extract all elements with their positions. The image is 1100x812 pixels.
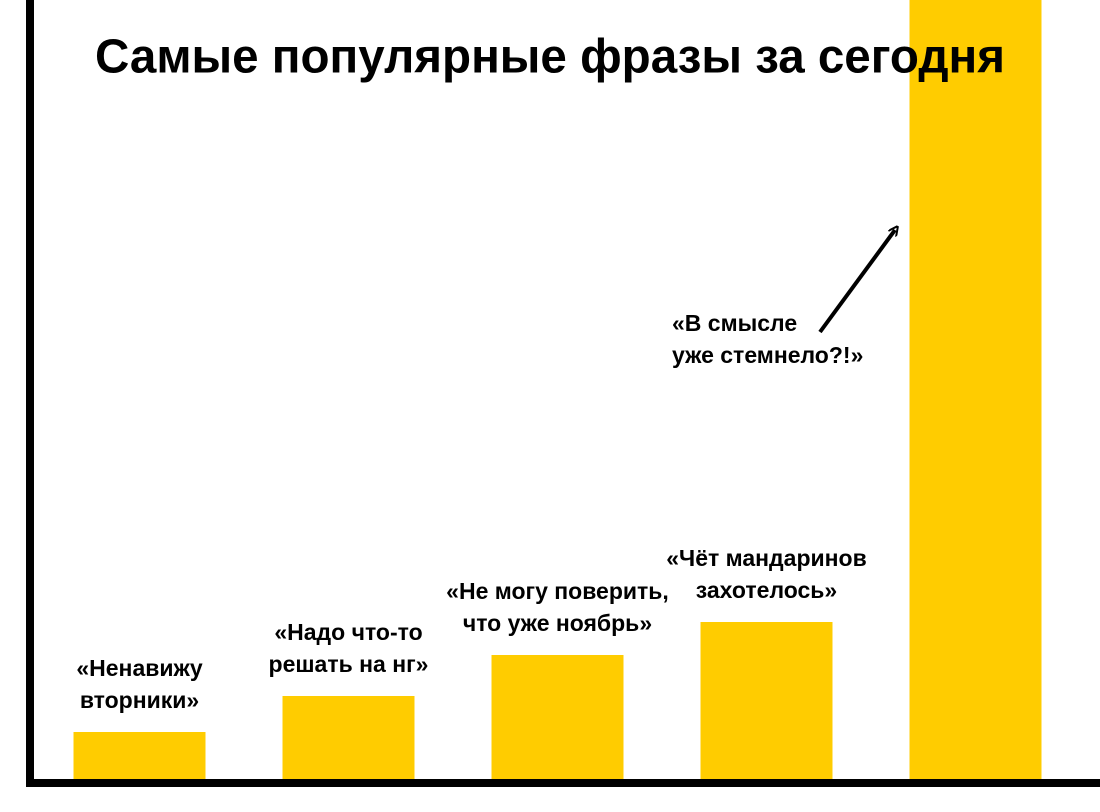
category-label: что уже ноябрь»	[463, 610, 652, 636]
category-label: вторники»	[80, 687, 199, 713]
category-label: «Ненавижу	[76, 655, 202, 681]
category-label: уже стемнело?!»	[672, 342, 863, 368]
chart-title: Самые популярные фразы за сегодня	[95, 31, 1005, 84]
bar	[73, 732, 206, 780]
bar	[909, 0, 1042, 780]
category-label: захотелось»	[696, 577, 837, 603]
bars	[73, 0, 1042, 780]
category-label: «Надо что-то	[274, 619, 422, 645]
category-label: «Не могу поверить,	[446, 578, 669, 604]
arrow	[818, 230, 895, 334]
bar	[491, 655, 624, 780]
category-label: «В смысле	[672, 310, 797, 336]
bar	[282, 696, 415, 780]
bar	[700, 622, 833, 780]
category-label: «Чёт мандаринов	[666, 545, 866, 571]
category-label: решать на нг»	[269, 651, 429, 677]
